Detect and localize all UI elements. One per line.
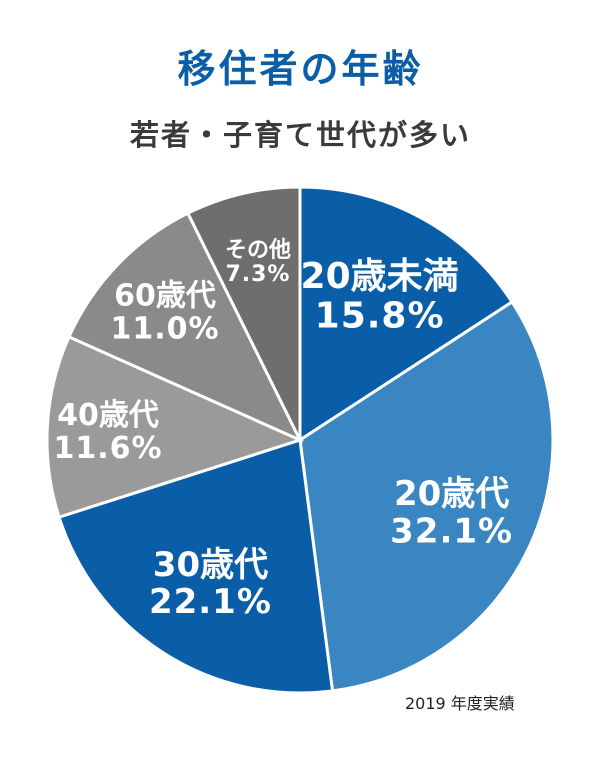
slice-label: 60歳代 — [114, 279, 216, 314]
slice-label: その他 — [225, 238, 291, 263]
slice-value-label: 11.6% — [53, 431, 162, 466]
pie-slice — [57, 438, 335, 695]
slice-label: 40歳代 — [57, 398, 159, 433]
pie-slice — [298, 185, 515, 443]
footnote: 2019 年度実績 — [405, 694, 515, 713]
slice-label: 30歳代 — [153, 545, 268, 585]
pie-slice — [298, 299, 555, 693]
pie-slice — [66, 211, 304, 444]
slice-label: 20歳代 — [394, 474, 509, 514]
slice-value-label: 22.1% — [149, 582, 272, 622]
pie-slice — [185, 185, 302, 441]
pie-slice — [45, 334, 305, 520]
slice-value-label: 32.1% — [390, 511, 513, 551]
chart-subtitle: 若者・子育て世代が多い — [129, 118, 471, 152]
slice-label: 20歳未満 — [301, 256, 459, 297]
slice-value-label: 11.0% — [111, 312, 220, 347]
slice-value-label: 7.3% — [225, 262, 290, 287]
chart-title: 移住者の年齢 — [177, 47, 424, 91]
slice-value-label: 15.8% — [315, 295, 445, 336]
